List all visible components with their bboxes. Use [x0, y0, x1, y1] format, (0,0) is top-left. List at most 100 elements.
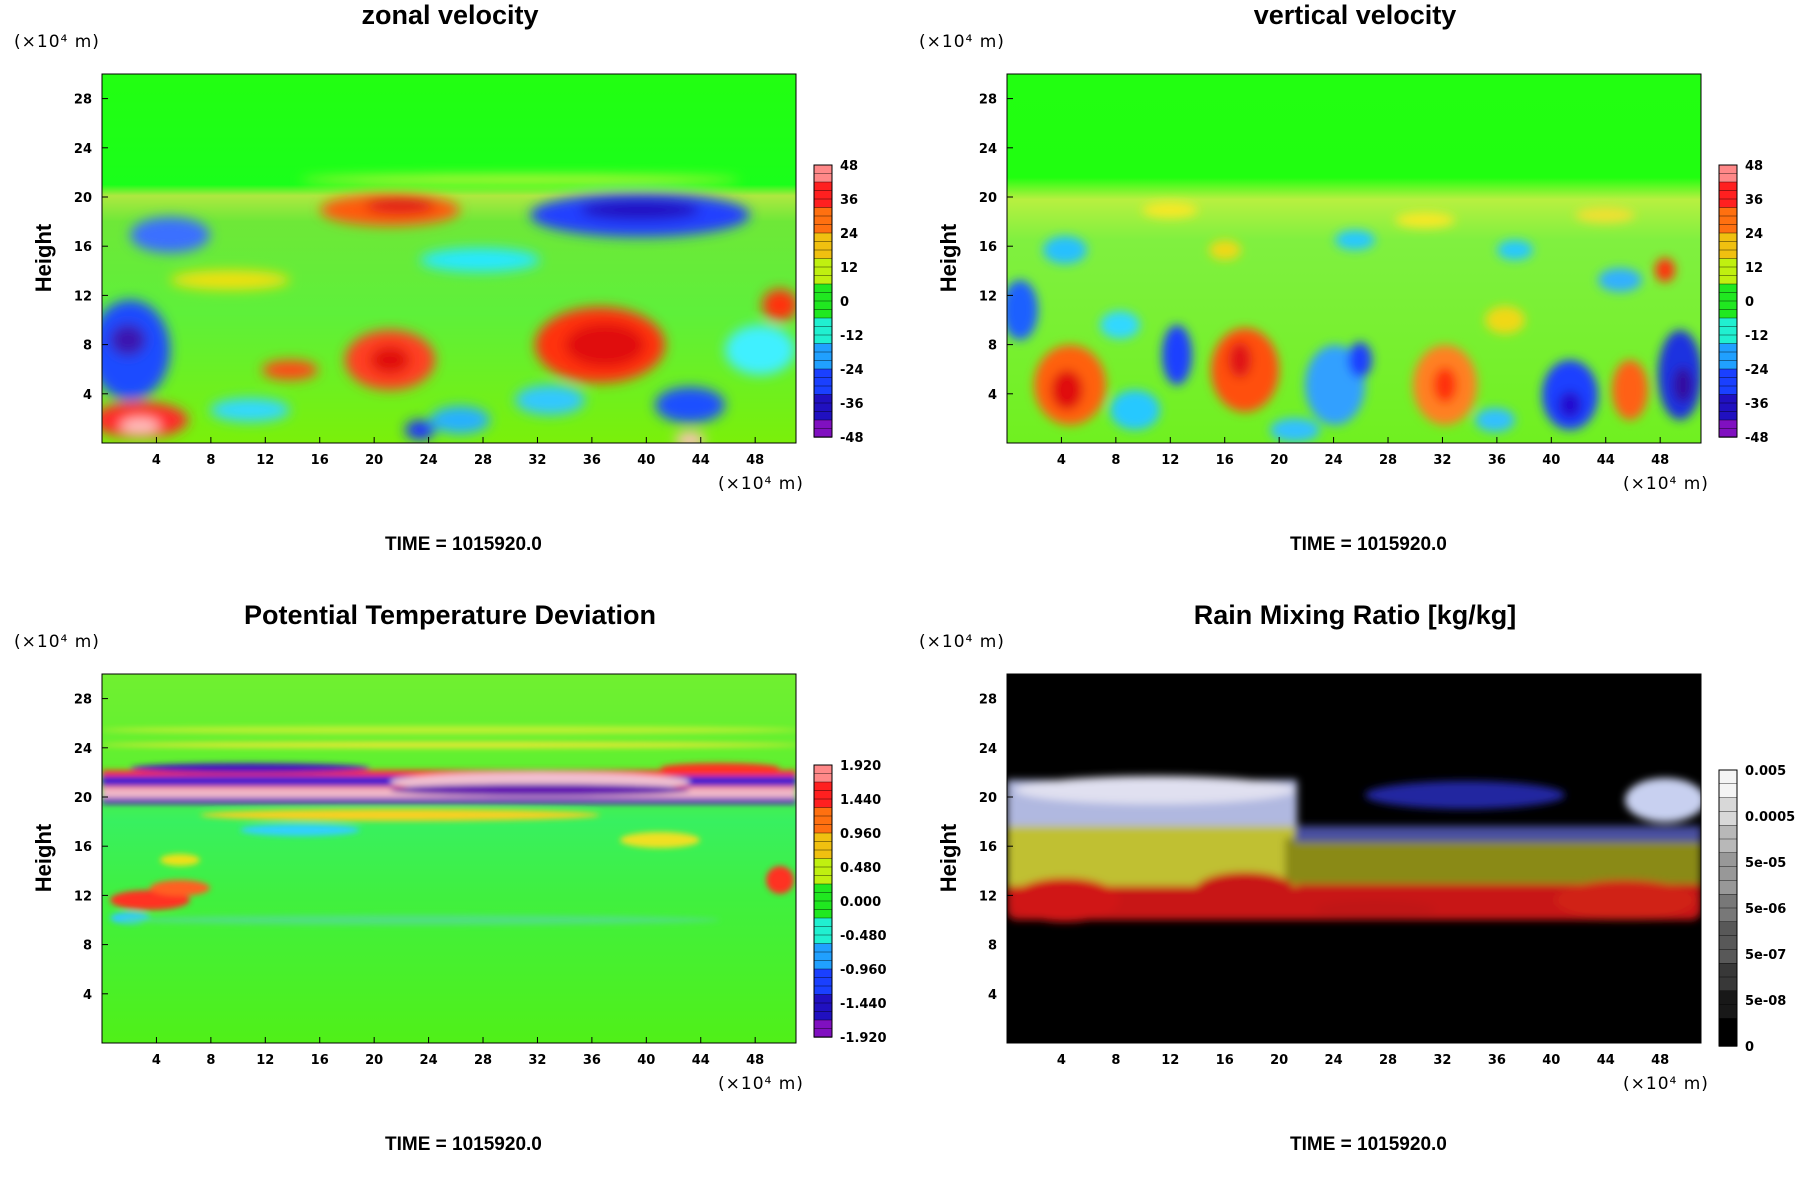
colorbar: 1.920 1.440 0.960 0.480 0.000 -0.480 -0.960 -1.…	[813, 759, 887, 1046]
x-tick-label: 40	[637, 1053, 655, 1068]
colorbar-label: -48	[840, 431, 864, 446]
colorbar-swatch	[813, 832, 833, 843]
x-tick-label: 16	[1216, 453, 1234, 468]
colorbar-swatch	[813, 215, 833, 226]
x-tick-label: 28	[474, 1053, 492, 1068]
colorbar-swatch	[1718, 428, 1738, 438]
colorbar-swatch	[813, 909, 833, 919]
y-tick-label: 24	[74, 142, 92, 157]
x-tick-label: 40	[1542, 453, 1560, 468]
y-tick-label: 24	[979, 742, 997, 757]
colorbar-swatch	[1718, 824, 1738, 840]
x-tick-label: 4	[152, 453, 161, 468]
x-tick-label: 44	[1597, 453, 1615, 468]
colorbar-swatch	[813, 1002, 833, 1013]
chart-title: zonal velocity	[361, 0, 539, 30]
vertical-velocity-panel: vertical velocity (×10⁴ m) Height	[905, 0, 1800, 600]
colorbar-swatch	[1718, 232, 1738, 243]
y-tick-label: 8	[988, 939, 997, 954]
colorbar-label: -12	[840, 329, 864, 344]
x-tick-label: 12	[1161, 453, 1179, 468]
colorbar-swatch	[813, 773, 833, 783]
colorbar-swatch	[813, 326, 833, 336]
y-axis-unit: (×10⁴ m)	[14, 632, 100, 652]
colorbar-swatch	[1718, 266, 1738, 277]
colorbar-swatch	[813, 858, 833, 868]
x-tick-label: 20	[365, 453, 383, 468]
colorbar-label: 12	[1745, 261, 1763, 276]
colorbar-swatch	[813, 900, 833, 911]
field-features	[102, 176, 796, 443]
zonal-velocity-panel: zonal velocity (×10⁴ m) Height	[0, 0, 900, 600]
colorbar-label: -36	[1745, 397, 1769, 412]
colorbar-swatch	[813, 190, 833, 200]
chart-title: Rain Mixing Ratio [kg/kg]	[1193, 600, 1517, 630]
y-tick-label: 20	[979, 791, 997, 806]
colorbar-swatch	[1718, 377, 1738, 387]
colorbar-label: -1.440	[840, 997, 887, 1012]
colorbar-swatch	[813, 985, 833, 996]
x-tick-label: 12	[256, 453, 274, 468]
x-tick-label: 16	[311, 1053, 329, 1068]
colorbar-swatch	[813, 943, 833, 953]
y-tick-label: 28	[74, 693, 92, 708]
x-tick-label: 28	[1379, 1053, 1397, 1068]
colorbar-swatch	[813, 428, 833, 438]
colorbar-swatch	[813, 1028, 833, 1038]
colorbar-swatch	[813, 164, 833, 175]
y-tick-label: 28	[74, 93, 92, 108]
colorbar-swatch	[813, 283, 833, 294]
time-label: TIME = 1015920.0	[1290, 534, 1447, 555]
colorbar-label: 36	[1745, 193, 1763, 208]
colorbar-swatch	[813, 849, 833, 860]
colorbar-swatch	[813, 207, 833, 217]
colorbar-swatch	[1718, 894, 1738, 909]
y-tick-label: 8	[83, 339, 92, 354]
colorbar-swatch	[1718, 317, 1738, 328]
colorbar-label: 0.0005	[1745, 810, 1795, 825]
time-label: TIME = 1015920.0	[385, 1134, 542, 1155]
y-tick-label: 4	[988, 388, 997, 403]
x-axis-unit: (×10⁴ m)	[718, 474, 804, 494]
colorbar-swatch	[813, 1011, 833, 1021]
y-tick-label: 12	[979, 289, 997, 304]
colorbar-swatch	[813, 419, 833, 430]
colorbar-label: 24	[840, 227, 858, 242]
y-tick-label: 16	[74, 240, 92, 255]
colorbar-swatch	[813, 224, 833, 234]
colorbar-swatch	[813, 309, 833, 319]
colorbar-swatch	[1718, 921, 1738, 937]
y-tick-label: 4	[83, 988, 92, 1003]
colorbar-swatch	[1718, 275, 1738, 285]
colorbar: 48 36 24 12 0 -12 -24 -36 -48	[813, 159, 864, 446]
y-tick-label: 8	[988, 339, 997, 354]
field-features	[102, 726, 796, 925]
colorbar-swatch	[1718, 411, 1738, 421]
x-tick-label: 32	[1433, 1053, 1451, 1068]
colorbar-label: -0.480	[840, 929, 887, 944]
x-tick-label: 36	[1488, 1053, 1506, 1068]
colorbar-swatch	[1718, 990, 1738, 1006]
x-tick-label: 12	[1161, 1053, 1179, 1068]
colorbar-swatch	[813, 790, 833, 800]
y-tick-label: 20	[74, 791, 92, 806]
colorbar-swatch	[813, 875, 833, 885]
colorbar-swatch	[813, 866, 833, 877]
colorbar-swatch	[1718, 880, 1738, 895]
y-axis-unit: (×10⁴ m)	[919, 632, 1005, 652]
colorbar-swatch	[813, 181, 833, 192]
colorbar-swatch	[1718, 394, 1738, 404]
colorbar-label: -48	[1745, 431, 1769, 446]
colorbar-swatch	[813, 764, 833, 775]
colorbar-swatch	[813, 351, 833, 362]
colorbar-label: 24	[1745, 227, 1763, 242]
y-tick-label: 28	[979, 93, 997, 108]
x-tick-label: 28	[1379, 453, 1397, 468]
x-tick-label: 4	[1057, 453, 1066, 468]
colorbar-label: 0	[840, 295, 849, 310]
colorbar-swatch	[813, 198, 833, 209]
colorbar-swatch	[813, 300, 833, 311]
colorbar-swatch	[1718, 783, 1738, 799]
